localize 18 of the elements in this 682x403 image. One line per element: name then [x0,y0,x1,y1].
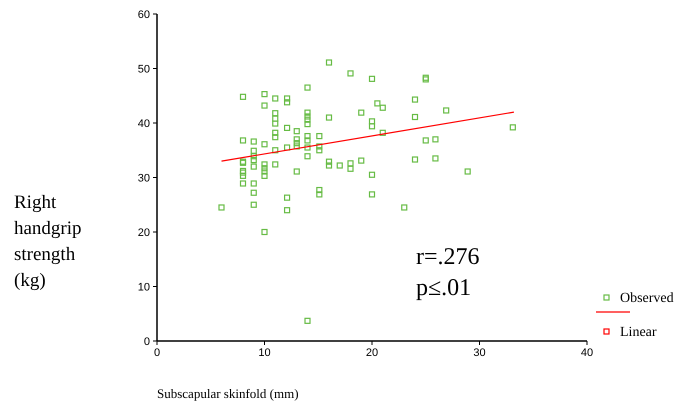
legend-label: Linear [620,325,657,340]
x-axis-title: Subscapular skinfold (mm) [157,386,299,401]
y-tick-label: 0 [144,336,150,348]
annotation: p≤.01 [416,275,472,301]
y-tick-label: 10 [138,281,150,294]
x-tick-label: 10 [258,347,271,359]
y-tick-label: 50 [138,63,150,76]
y-tick-label: 20 [138,226,150,239]
y-axis-title: Right handgrip strength (kg) [14,192,82,291]
y-tick-label: 60 [138,8,150,21]
y-tick-label: 30 [138,172,150,184]
y-tick-label: 40 [138,118,150,130]
x-tick-label: 0 [154,347,160,359]
x-tick-label: 40 [580,347,594,359]
x-tick-label: 30 [473,347,486,359]
annotation: r=.276 [416,244,480,270]
legend-label: Observed [620,291,674,306]
x-tick-label: 20 [366,347,378,359]
